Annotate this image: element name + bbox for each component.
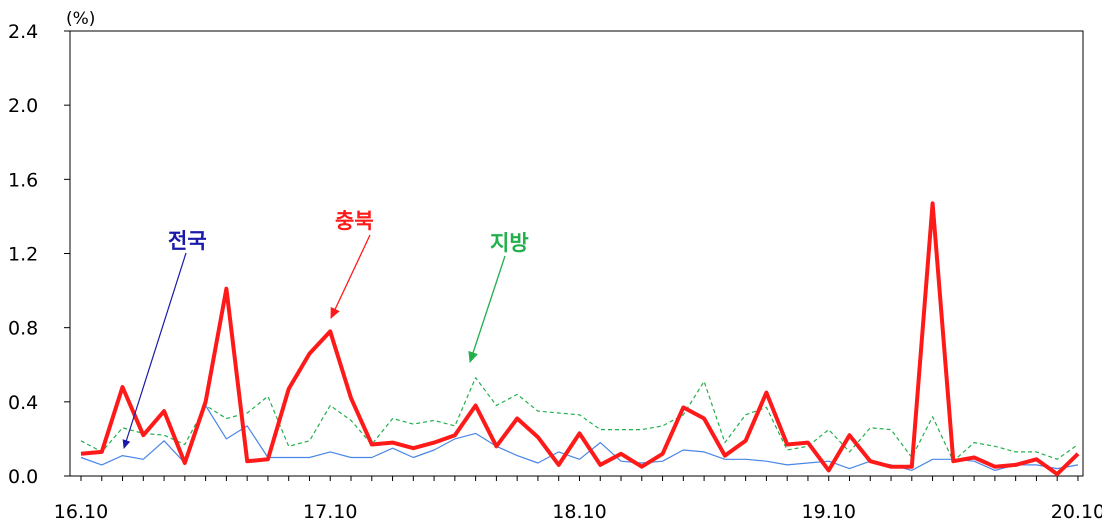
y-tick-label: 1.6 bbox=[8, 169, 38, 191]
annotation-label-provinces: 지방 bbox=[490, 231, 529, 255]
y-unit-label: (%) bbox=[66, 9, 95, 29]
annotation-arrow-chungbuk bbox=[330, 234, 371, 319]
series-annotations: 전국 충북 지방 bbox=[122, 209, 529, 449]
series-layer bbox=[80, 201, 1080, 477]
annotation-arrow-national bbox=[122, 252, 187, 449]
y-tick-label: 2.4 bbox=[8, 21, 38, 43]
annotation-label-chungbuk: 충북 bbox=[335, 209, 374, 233]
plot-area-frame bbox=[69, 30, 1084, 477]
x-tick-label: 16.10 bbox=[54, 501, 108, 523]
y-axis-ticks: 0.0 0.4 0.8 1.2 1.6 2.0 2.4 bbox=[8, 21, 70, 488]
x-tick-label: 20.10 bbox=[1051, 501, 1102, 523]
y-tick-label: 0.4 bbox=[8, 392, 38, 414]
x-tick-label: 17.10 bbox=[303, 501, 357, 523]
y-tick-label: 0.8 bbox=[8, 318, 38, 340]
series-line-national bbox=[80, 404, 1079, 471]
x-tick-label: 18.10 bbox=[552, 501, 606, 523]
x-axis-ticks: 16.10 17.10 18.10 19.10 20.10 bbox=[54, 476, 1102, 523]
y-tick-label: 2.0 bbox=[8, 95, 38, 117]
y-tick-label: 0.0 bbox=[8, 466, 38, 488]
series-line-chungbuk bbox=[80, 201, 1080, 477]
annotation-arrow-provinces bbox=[468, 255, 506, 363]
series-line-provinces bbox=[80, 377, 1079, 462]
annotation-label-national: 전국 bbox=[168, 229, 207, 253]
x-tick-label: 19.10 bbox=[802, 501, 856, 523]
y-tick-label: 1.2 bbox=[8, 244, 38, 266]
